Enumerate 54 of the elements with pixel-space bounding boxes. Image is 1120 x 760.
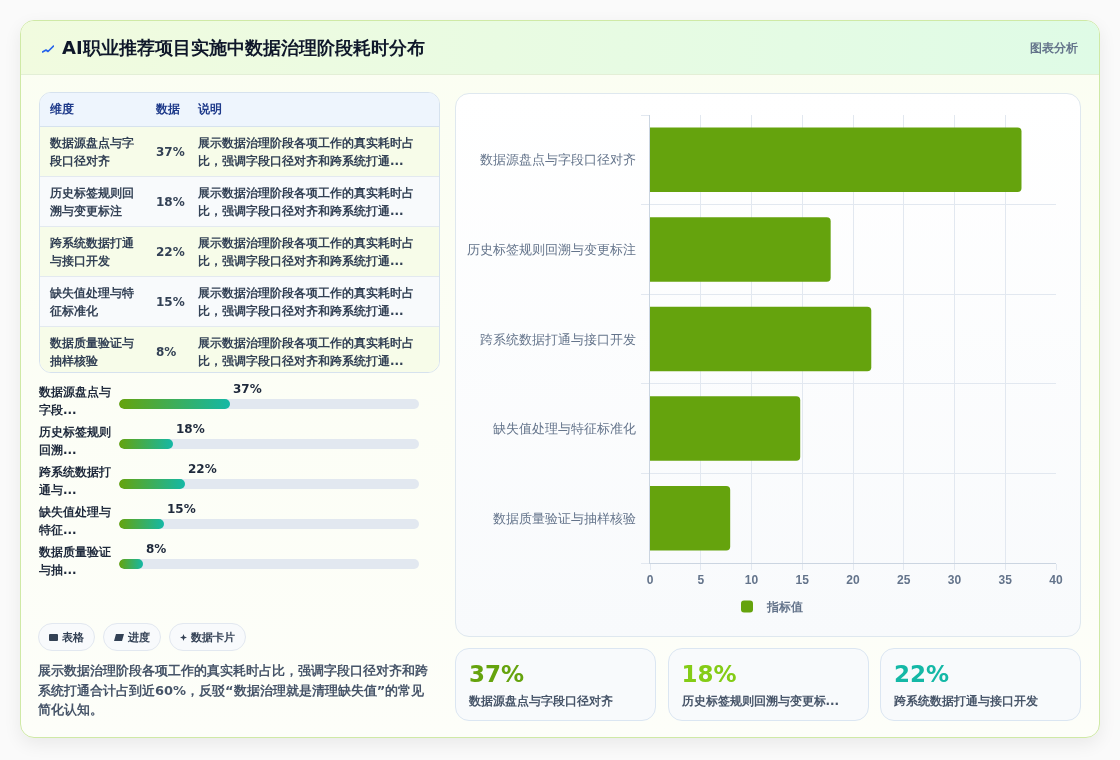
bar	[650, 396, 801, 461]
text: 15%	[156, 293, 186, 311]
y-tick-label: 数据源盘点与字段...	[39, 384, 112, 419]
text: 说明	[188, 93, 439, 127]
stat-card: 37% 数据源盘点与字段口径对齐	[455, 648, 656, 721]
stat-card: 18% 历史标签规则回溯与变更标...	[667, 648, 869, 721]
y-tick-label: 缺失值处理与特征...	[39, 504, 112, 539]
x-tick-label: 20	[846, 573, 860, 588]
y-tick-label: 历史标签规则回溯...	[39, 424, 112, 459]
x-tick-label: 25	[897, 573, 911, 588]
bar	[119, 519, 164, 529]
data-label: 15%	[167, 502, 196, 517]
text: 数据	[146, 93, 188, 127]
data-label: 37%	[233, 382, 262, 397]
text: 维度	[40, 93, 146, 127]
text: 展示数据治理阶段各项工作的真实耗时占比，强调字段口径对齐和跨系统打通合计占到近60%，反驳“数据治理就是清理缺失值”的常见简化认知。	[38, 662, 429, 719]
tab-button[interactable]: 进度	[103, 623, 161, 651]
text: 展示数据治理阶段各项工作的真实耗时占比，强调字段口径对齐和跨系统打通...	[198, 334, 415, 370]
bar	[650, 306, 872, 372]
x-tick-label: 35	[998, 573, 1013, 588]
text: 展示数据治理阶段各项工作的真实耗时占比，强调字段口径对齐和跨系统打通...	[198, 184, 415, 220]
y-tick-label: 数据质量验证与抽...	[39, 544, 112, 579]
stat-card: 22% 跨系统数据打通与接口开发	[880, 648, 1081, 721]
text: 图表分析	[1030, 40, 1078, 56]
x-tick-label: 40	[1049, 573, 1063, 588]
text: 22%	[156, 243, 186, 261]
bar	[119, 479, 185, 489]
bar	[650, 127, 1022, 193]
legend-label: 指标值	[766, 600, 803, 615]
x-tick-label: 10	[744, 573, 759, 588]
bar	[119, 439, 173, 449]
tab-button[interactable]: 数据卡片	[169, 623, 246, 651]
y-tick-label: 跨系统数据打通与...	[39, 464, 112, 499]
y-tick-label: 缺失值处理与特征标准化	[493, 421, 637, 437]
data-label: 22%	[188, 462, 217, 477]
text: 展示数据治理阶段各项工作的真实耗时占比，强调字段口径对齐和跨系统打通...	[198, 284, 415, 320]
y-tick-label: 历史标签规则回溯与变更标注	[467, 241, 637, 257]
data-label: 18%	[176, 422, 205, 437]
x-tick-label: 5	[697, 573, 705, 588]
text: 37%	[156, 143, 186, 161]
y-tick-label: 数据质量验证与抽样核验	[493, 510, 637, 526]
x-tick-label: 0	[646, 573, 654, 588]
y-tick-label: 跨系统数据打通与接口开发	[480, 331, 637, 347]
bar	[650, 217, 831, 282]
y-tick-label: 数据源盘点与字段口径对齐	[480, 152, 637, 168]
text: AI职业推荐项目实施中数据治理阶段耗时分布	[62, 36, 425, 60]
text: 展示数据治理阶段各项工作的真实耗时占比，强调字段口径对齐和跨系统打通...	[198, 234, 415, 270]
text: 展示数据治理阶段各项工作的真实耗时占比，强调字段口径对齐和跨系统打通...	[198, 134, 415, 170]
bar	[650, 485, 731, 551]
data-label: 8%	[146, 542, 167, 557]
x-tick-label: 30	[947, 573, 962, 588]
text: 18%	[156, 193, 186, 211]
text: 8%	[156, 343, 178, 361]
x-tick-label: 15	[795, 573, 810, 588]
